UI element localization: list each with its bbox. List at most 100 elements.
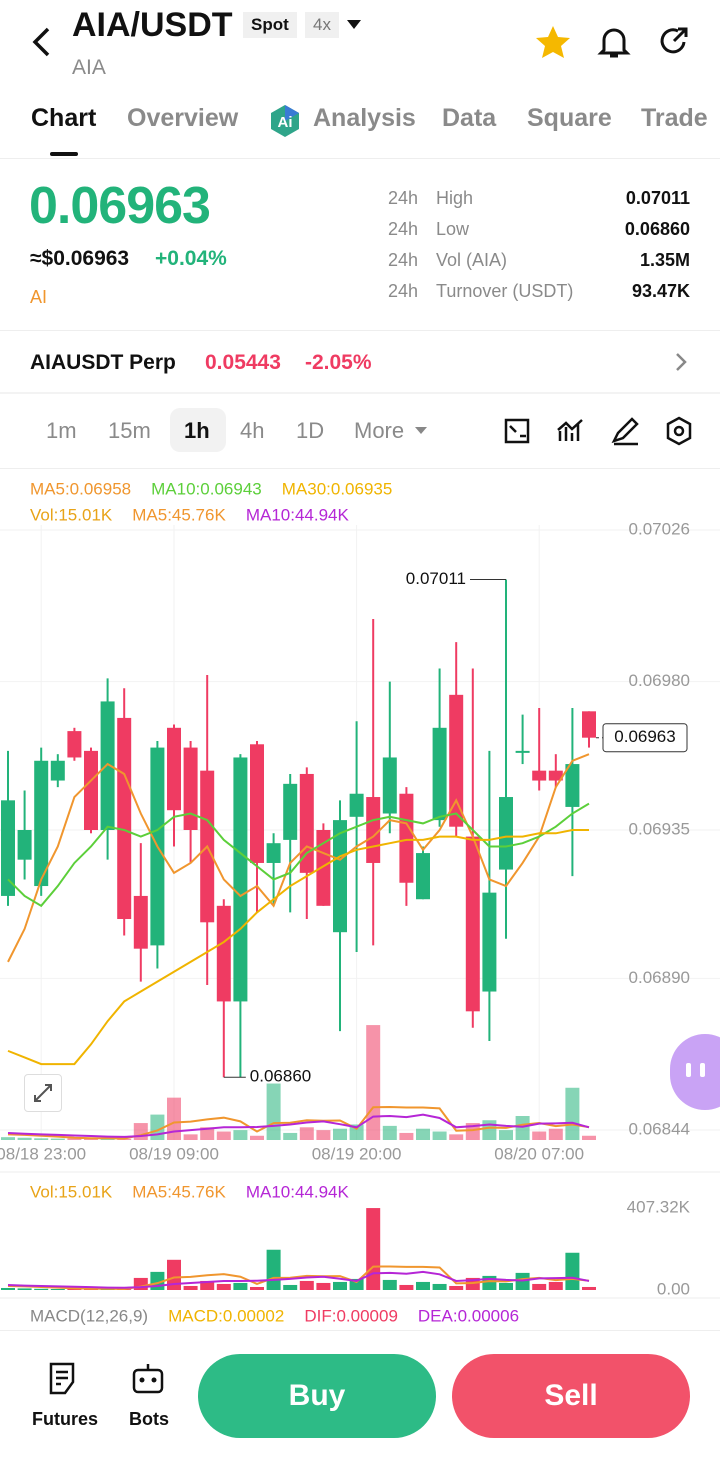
candle-body bbox=[499, 797, 513, 870]
candle-body bbox=[482, 892, 497, 992]
legend-entry: DIF:0.00009 bbox=[304, 1306, 398, 1325]
volume-bar bbox=[250, 1286, 264, 1290]
tab[interactable]: Square bbox=[527, 104, 612, 132]
volume-bar bbox=[233, 1282, 248, 1290]
volume-bar bbox=[399, 1132, 414, 1140]
volume-bar bbox=[283, 1284, 298, 1290]
candle-body bbox=[67, 731, 82, 758]
volume-bar bbox=[499, 1282, 513, 1290]
stat-period: 24h bbox=[388, 281, 419, 301]
back-button[interactable] bbox=[28, 26, 56, 58]
share-icon[interactable] bbox=[656, 24, 692, 60]
legend-entry: MA10:44.94K bbox=[246, 505, 350, 524]
tab[interactable]: Data bbox=[442, 104, 497, 132]
chevron-icon[interactable] bbox=[674, 352, 688, 372]
volume-bar bbox=[183, 1285, 198, 1290]
stat-label: Vol (AIA) bbox=[436, 250, 508, 270]
volume-bar bbox=[50, 1138, 65, 1140]
sell-button[interactable]: Sell bbox=[452, 1354, 690, 1438]
bots-label[interactable]: Bots bbox=[129, 1409, 169, 1429]
volume-bar bbox=[216, 1131, 231, 1140]
volume-bar bbox=[233, 1130, 248, 1140]
tab[interactable]: Trade bbox=[641, 104, 708, 132]
candle-body bbox=[250, 744, 264, 863]
interval[interactable]: 1h bbox=[184, 418, 210, 443]
svg-text:Ai: Ai bbox=[278, 114, 293, 131]
x-tick-label: 08/19 20:00 bbox=[312, 1144, 402, 1163]
candle-body bbox=[532, 770, 547, 781]
candle-body bbox=[34, 760, 49, 887]
ai-icon: Ai bbox=[271, 105, 299, 137]
legend-entry: MA30:0.06935 bbox=[282, 479, 393, 498]
high-marker: 0.07011 bbox=[406, 569, 466, 588]
volume-bar bbox=[532, 1283, 547, 1290]
candle-body bbox=[117, 717, 132, 920]
volume-bar bbox=[266, 1083, 281, 1140]
stat-period: 24h bbox=[388, 250, 419, 270]
futures-icon[interactable] bbox=[48, 1362, 80, 1396]
interval[interactable]: More bbox=[354, 418, 405, 443]
interval[interactable]: 4h bbox=[240, 418, 265, 443]
bots-icon[interactable] bbox=[131, 1362, 165, 1396]
interval[interactable]: 1m bbox=[46, 418, 77, 443]
candle-body bbox=[432, 727, 447, 821]
legend-entry: MACD:0.00002 bbox=[168, 1306, 284, 1325]
stat-label: Turnover (USDT) bbox=[436, 281, 574, 301]
stat-period: 24h bbox=[388, 188, 419, 208]
volume-bar bbox=[316, 1282, 331, 1290]
buy-button[interactable]: Buy bbox=[198, 1354, 436, 1438]
candle-body bbox=[333, 820, 347, 933]
expand-button[interactable] bbox=[24, 1074, 62, 1112]
candle-body bbox=[233, 757, 248, 1002]
candle-body bbox=[84, 750, 98, 830]
volume-bar bbox=[565, 1087, 580, 1140]
volume-bar bbox=[316, 1130, 331, 1140]
volume-bar bbox=[283, 1132, 298, 1140]
stat-value: 0.07011 bbox=[625, 188, 690, 208]
stat-value: 0.06860 bbox=[624, 219, 690, 239]
interval[interactable]: 15m bbox=[108, 418, 151, 443]
assistant-bubble[interactable] bbox=[670, 1034, 720, 1110]
candle-body bbox=[183, 747, 198, 830]
volume-bar bbox=[34, 1138, 49, 1140]
favorite-icon[interactable] bbox=[534, 24, 572, 60]
candle-body bbox=[582, 711, 596, 738]
y-tick-label: 0.06890 bbox=[629, 968, 690, 987]
candle-body bbox=[50, 760, 65, 781]
volume-bar bbox=[250, 1135, 264, 1140]
volume-bar bbox=[366, 1025, 381, 1140]
candle-body bbox=[283, 783, 298, 840]
volume-bar bbox=[17, 1137, 32, 1140]
chart-tools[interactable] bbox=[500, 414, 700, 448]
candle-body bbox=[133, 895, 148, 949]
legend-entry: MA5:0.06958 bbox=[30, 479, 131, 498]
volume-bar bbox=[167, 1259, 181, 1290]
volume-bar bbox=[548, 1281, 563, 1290]
volume-bar bbox=[366, 1208, 381, 1290]
interval[interactable]: 1D bbox=[296, 418, 325, 443]
volume-bar bbox=[582, 1135, 596, 1140]
volume-bar bbox=[382, 1279, 397, 1290]
tag: AI bbox=[30, 287, 48, 307]
legend-entry: MA10:44.94K bbox=[246, 1182, 350, 1201]
tab[interactable]: Analysis bbox=[313, 104, 416, 132]
alert-icon[interactable] bbox=[596, 24, 632, 60]
tab[interactable]: Overview bbox=[127, 104, 239, 132]
tab[interactable]: Chart bbox=[31, 104, 97, 132]
y-tick-label: 0.06844 bbox=[629, 1119, 690, 1138]
stat-period: 24h bbox=[388, 219, 419, 239]
volume-bar bbox=[499, 1130, 513, 1140]
volume-ma-line bbox=[7, 1270, 590, 1289]
candle-body bbox=[1, 800, 15, 896]
candle-body bbox=[382, 757, 397, 814]
dropdown-icon[interactable] bbox=[346, 19, 362, 31]
candle-body bbox=[465, 836, 480, 1012]
perp-name[interactable]: AIAUSDT Perp bbox=[30, 351, 176, 374]
volume-bar bbox=[50, 1288, 65, 1290]
perp-change: -2.05% bbox=[305, 351, 372, 374]
candle-body bbox=[17, 830, 32, 860]
futures-label[interactable]: Futures bbox=[32, 1409, 99, 1429]
stat-value: 93.47K bbox=[631, 281, 690, 301]
x-tick-label: 08/20 07:00 bbox=[494, 1144, 584, 1163]
perp-price: 0.05443 bbox=[205, 351, 281, 374]
